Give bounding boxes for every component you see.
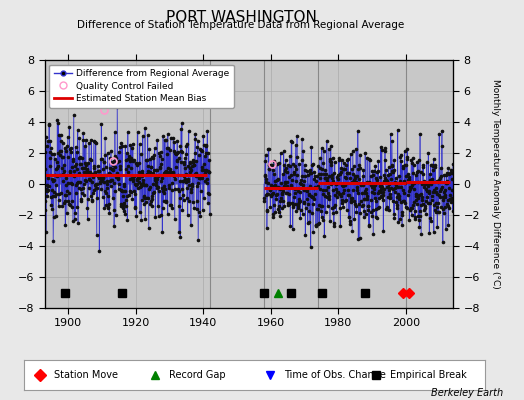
Text: Station Move: Station Move	[53, 370, 117, 380]
Text: Empirical Break: Empirical Break	[390, 370, 467, 380]
Text: Time of Obs. Change: Time of Obs. Change	[284, 370, 386, 380]
Legend: Difference from Regional Average, Quality Control Failed, Estimated Station Mean: Difference from Regional Average, Qualit…	[49, 64, 234, 108]
Text: Record Gap: Record Gap	[169, 370, 225, 380]
Text: PORT WASHINGTON: PORT WASHINGTON	[166, 10, 316, 25]
Text: Difference of Station Temperature Data from Regional Average: Difference of Station Temperature Data f…	[78, 20, 405, 30]
Y-axis label: Monthly Temperature Anomaly Difference (°C): Monthly Temperature Anomaly Difference (…	[492, 79, 500, 289]
Text: Berkeley Earth: Berkeley Earth	[431, 388, 503, 398]
